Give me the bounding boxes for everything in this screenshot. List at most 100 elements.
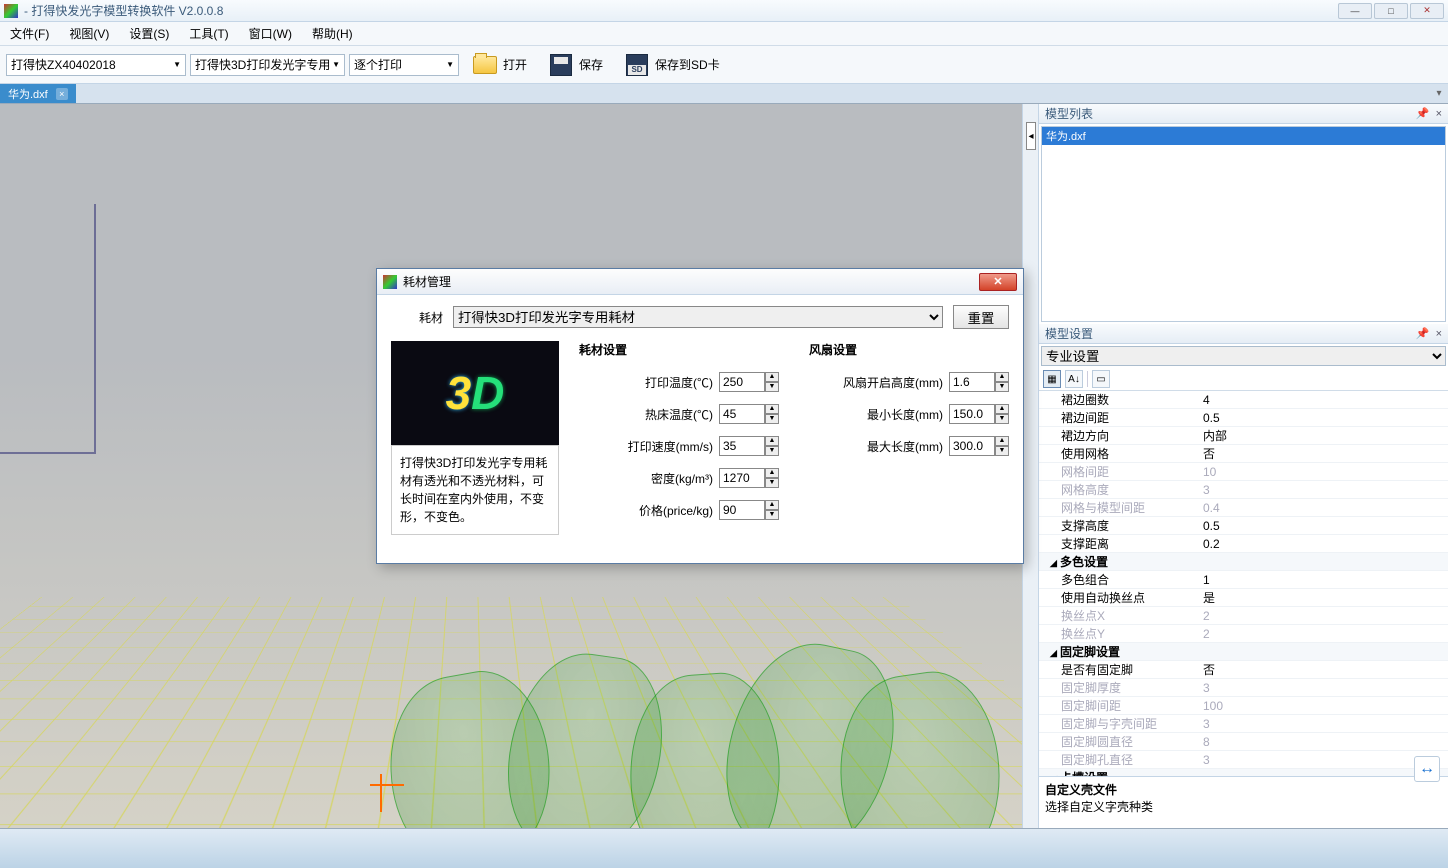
maximize-button[interactable]: □ bbox=[1374, 3, 1408, 19]
spin-up-icon[interactable]: ▲ bbox=[995, 404, 1009, 414]
prop-view-sort-icon[interactable]: A↓ bbox=[1065, 370, 1083, 388]
spin-down-icon[interactable]: ▼ bbox=[765, 382, 779, 392]
prop-category[interactable]: ◢固定脚设置 bbox=[1039, 643, 1448, 661]
fan-height-input[interactable] bbox=[949, 372, 995, 392]
close-button[interactable]: ✕ bbox=[1410, 3, 1444, 19]
spin-up-icon[interactable]: ▲ bbox=[765, 404, 779, 414]
open-button[interactable]: 打开 bbox=[463, 50, 535, 80]
prop-category[interactable]: ◢卡槽设置 bbox=[1039, 769, 1448, 776]
prop-row[interactable]: 网格与模型间距0.4 bbox=[1039, 499, 1448, 517]
material-select[interactable]: 打得快3D打印发光字专用耗材 bbox=[453, 306, 943, 328]
close-panel-icon[interactable]: × bbox=[1436, 108, 1442, 120]
spin-down-icon[interactable]: ▼ bbox=[995, 382, 1009, 392]
spin-down-icon[interactable]: ▼ bbox=[765, 446, 779, 456]
prop-row[interactable]: 使用网格否 bbox=[1039, 445, 1448, 463]
prop-value[interactable]: 0.4 bbox=[1199, 501, 1448, 515]
prop-value[interactable]: 2 bbox=[1199, 609, 1448, 623]
prop-value[interactable]: 是 bbox=[1199, 589, 1448, 606]
dialog-close-button[interactable]: ✕ bbox=[979, 273, 1017, 291]
settings-combo[interactable]: 专业设置 bbox=[1041, 346, 1446, 366]
prop-row[interactable]: 固定脚圆直径8 bbox=[1039, 733, 1448, 751]
prop-row[interactable]: 网格间距10 bbox=[1039, 463, 1448, 481]
close-panel-icon[interactable]: × bbox=[1436, 328, 1442, 340]
menu-tools[interactable]: 工具(T) bbox=[185, 23, 232, 44]
prop-row[interactable]: 固定脚孔直径3 bbox=[1039, 751, 1448, 769]
viewport-expand-icon[interactable]: ◂ bbox=[1026, 122, 1036, 150]
spin-up-icon[interactable]: ▲ bbox=[765, 372, 779, 382]
model-list[interactable]: 华为.dxf bbox=[1041, 126, 1446, 322]
prop-value[interactable]: 1 bbox=[1199, 573, 1448, 587]
min-len-input[interactable] bbox=[949, 404, 995, 424]
prop-value[interactable]: 8 bbox=[1199, 735, 1448, 749]
prop-value[interactable]: 0.2 bbox=[1199, 537, 1448, 551]
prop-row[interactable]: 是否有固定脚否 bbox=[1039, 661, 1448, 679]
prop-category[interactable]: ◢多色设置 bbox=[1039, 553, 1448, 571]
filetabs-overflow[interactable]: ▾ bbox=[1430, 84, 1448, 103]
prop-value[interactable]: 0.5 bbox=[1199, 519, 1448, 533]
prop-value[interactable]: 10 bbox=[1199, 465, 1448, 479]
prop-row[interactable]: 裙边圈数4 bbox=[1039, 391, 1448, 409]
spin-up-icon[interactable]: ▲ bbox=[765, 500, 779, 510]
prop-value[interactable]: 0.5 bbox=[1199, 411, 1448, 425]
save-sd-button[interactable]: 保存到SD卡 bbox=[615, 50, 728, 80]
teamviewer-icon[interactable]: ↔ bbox=[1414, 756, 1440, 782]
printer-combo[interactable]: 打得快ZX40402018 ▼ bbox=[6, 54, 186, 76]
max-len-input[interactable] bbox=[949, 436, 995, 456]
reset-button[interactable]: 重置 bbox=[953, 305, 1009, 329]
prop-row[interactable]: 使用自动换丝点是 bbox=[1039, 589, 1448, 607]
prop-row[interactable]: 多色组合1 bbox=[1039, 571, 1448, 589]
price-input[interactable] bbox=[719, 500, 765, 520]
prop-row[interactable]: 支撑高度0.5 bbox=[1039, 517, 1448, 535]
profile-combo[interactable]: 打得快3D打印发光字专用 ▼ bbox=[190, 54, 345, 76]
menu-file[interactable]: 文件(F) bbox=[6, 23, 53, 44]
print-temp-input[interactable] bbox=[719, 372, 765, 392]
prop-value[interactable]: 4 bbox=[1199, 393, 1448, 407]
expand-icon[interactable]: ◢ bbox=[1049, 558, 1058, 569]
save-button[interactable]: 保存 bbox=[539, 50, 611, 80]
prop-row[interactable]: 换丝点Y2 bbox=[1039, 625, 1448, 643]
file-tab-active[interactable]: 华为.dxf × bbox=[0, 84, 76, 103]
menu-settings[interactable]: 设置(S) bbox=[125, 23, 173, 44]
prop-row[interactable]: 网格高度3 bbox=[1039, 481, 1448, 499]
prop-value[interactable]: 3 bbox=[1199, 717, 1448, 731]
density-input[interactable] bbox=[719, 468, 765, 488]
prop-value[interactable]: 100 bbox=[1199, 699, 1448, 713]
prop-row[interactable]: 裙边间距0.5 bbox=[1039, 409, 1448, 427]
spin-down-icon[interactable]: ▼ bbox=[995, 446, 1009, 456]
prop-value[interactable]: 3 bbox=[1199, 753, 1448, 767]
dialog-titlebar[interactable]: 耗材管理 ✕ bbox=[377, 269, 1023, 295]
close-tab-icon[interactable]: × bbox=[56, 88, 68, 100]
menu-view[interactable]: 视图(V) bbox=[65, 23, 113, 44]
mode-combo[interactable]: 逐个打印 ▼ bbox=[349, 54, 459, 76]
taskbar[interactable] bbox=[0, 828, 1448, 868]
spin-down-icon[interactable]: ▼ bbox=[995, 414, 1009, 424]
viewport-scrollbar[interactable] bbox=[1022, 104, 1038, 828]
prop-value[interactable]: 否 bbox=[1199, 661, 1448, 678]
bed-temp-input[interactable] bbox=[719, 404, 765, 424]
spin-up-icon[interactable]: ▲ bbox=[995, 372, 1009, 382]
prop-row[interactable]: 支撑距离0.2 bbox=[1039, 535, 1448, 553]
prop-value[interactable]: 2 bbox=[1199, 627, 1448, 641]
menu-window[interactable]: 窗口(W) bbox=[245, 23, 296, 44]
spin-up-icon[interactable]: ▲ bbox=[765, 468, 779, 478]
prop-value[interactable]: 3 bbox=[1199, 483, 1448, 497]
prop-row[interactable]: 裙边方向内部 bbox=[1039, 427, 1448, 445]
pin-icon[interactable]: 📌 bbox=[1416, 327, 1430, 340]
prop-row[interactable]: 固定脚间距100 bbox=[1039, 697, 1448, 715]
prop-row[interactable]: 换丝点X2 bbox=[1039, 607, 1448, 625]
pin-icon[interactable]: 📌 bbox=[1416, 107, 1430, 120]
prop-row[interactable]: 固定脚厚度3 bbox=[1039, 679, 1448, 697]
prop-view-pages-icon[interactable]: ▭ bbox=[1092, 370, 1110, 388]
prop-value[interactable]: 否 bbox=[1199, 445, 1448, 462]
prop-value[interactable]: 3 bbox=[1199, 681, 1448, 695]
menu-help[interactable]: 帮助(H) bbox=[308, 23, 357, 44]
prop-value[interactable]: 内部 bbox=[1199, 427, 1448, 444]
property-grid[interactable]: 裙边圈数4裙边间距0.5裙边方向内部使用网格否网格间距10网格高度3网格与模型间… bbox=[1039, 390, 1448, 776]
spin-down-icon[interactable]: ▼ bbox=[765, 414, 779, 424]
spin-up-icon[interactable]: ▲ bbox=[995, 436, 1009, 446]
model-list-item[interactable]: 华为.dxf bbox=[1042, 127, 1445, 145]
spin-up-icon[interactable]: ▲ bbox=[765, 436, 779, 446]
print-speed-input[interactable] bbox=[719, 436, 765, 456]
expand-icon[interactable]: ◢ bbox=[1049, 648, 1058, 659]
settings-select[interactable]: 专业设置 bbox=[1041, 346, 1446, 366]
